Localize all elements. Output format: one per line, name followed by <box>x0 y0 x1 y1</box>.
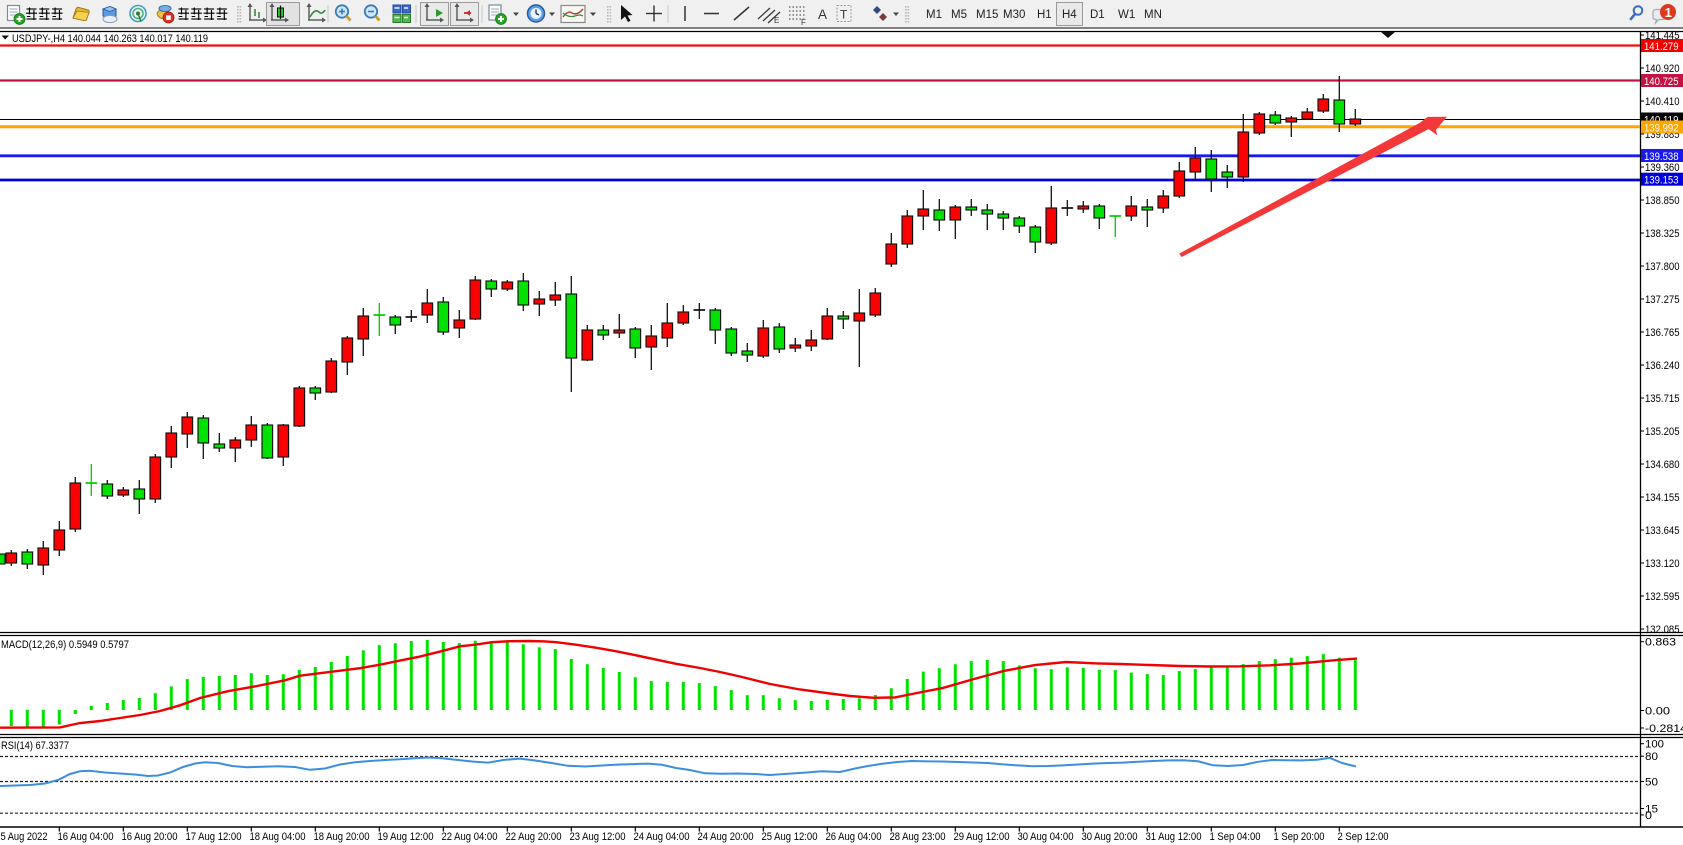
svg-text:140.410: 140.410 <box>1645 96 1680 108</box>
svg-text:132.085: 132.085 <box>1645 624 1680 636</box>
svg-text:136.240: 136.240 <box>1645 360 1680 372</box>
svg-text:24 Aug 20:00: 24 Aug 20:00 <box>698 831 754 843</box>
svg-text:133.120: 133.120 <box>1645 558 1680 570</box>
svg-text:M30: M30 <box>1003 9 1025 21</box>
svg-text:100: 100 <box>1645 739 1664 751</box>
svg-text:15: 15 <box>1645 804 1658 816</box>
svg-text:16 Aug 20:00: 16 Aug 20:00 <box>122 831 178 843</box>
svg-text:18 Aug 04:00: 18 Aug 04:00 <box>250 831 306 843</box>
svg-text:23 Aug 12:00: 23 Aug 12:00 <box>570 831 626 843</box>
svg-text:140.920: 140.920 <box>1645 63 1680 75</box>
svg-text:M1: M1 <box>926 9 942 21</box>
svg-text:134.155: 134.155 <box>1645 492 1680 504</box>
svg-text:138.325: 138.325 <box>1645 228 1680 240</box>
svg-text:140.725: 140.725 <box>1644 76 1679 88</box>
svg-text:139.992: 139.992 <box>1644 123 1679 135</box>
svg-text:1 Sep 04:00: 1 Sep 04:00 <box>1210 831 1261 843</box>
svg-text:M5: M5 <box>951 9 967 21</box>
svg-text:18 Aug 20:00: 18 Aug 20:00 <box>314 831 370 843</box>
svg-text:MN: MN <box>1144 9 1162 21</box>
svg-text:MACD(12,26,9) 0.5949 0.5797: MACD(12,26,9) 0.5949 0.5797 <box>1 639 129 651</box>
svg-text:1 Sep 20:00: 1 Sep 20:00 <box>1274 831 1325 843</box>
svg-text:80: 80 <box>1645 751 1658 763</box>
svg-text:135.205: 135.205 <box>1645 426 1680 438</box>
svg-text:0.00: 0.00 <box>1645 706 1670 718</box>
svg-text:29 Aug 12:00: 29 Aug 12:00 <box>954 831 1010 843</box>
svg-text:25 Aug 12:00: 25 Aug 12:00 <box>762 831 818 843</box>
svg-text:H4: H4 <box>1062 9 1077 21</box>
svg-text:E: E <box>774 16 779 25</box>
svg-text:135.715: 135.715 <box>1645 393 1680 405</box>
svg-text:H1: H1 <box>1037 9 1052 21</box>
svg-text:2 Sep 12:00: 2 Sep 12:00 <box>1338 831 1389 843</box>
svg-text:0.863: 0.863 <box>1645 637 1676 649</box>
svg-text:19 Aug 12:00: 19 Aug 12:00 <box>378 831 434 843</box>
svg-text:139.360: 139.360 <box>1645 162 1680 174</box>
svg-text:17 Aug 12:00: 17 Aug 12:00 <box>186 831 242 843</box>
svg-text:0: 0 <box>1645 810 1652 822</box>
svg-text:134.680: 134.680 <box>1645 459 1680 471</box>
svg-text:28 Aug 23:00: 28 Aug 23:00 <box>890 831 946 843</box>
svg-text:138.850: 138.850 <box>1645 195 1680 207</box>
svg-text:F: F <box>801 18 806 27</box>
svg-text:133.645: 133.645 <box>1645 525 1680 537</box>
svg-text:RSI(14) 67.3377: RSI(14) 67.3377 <box>1 740 69 752</box>
svg-text:30 Aug 20:00: 30 Aug 20:00 <box>1082 831 1138 843</box>
svg-text:A: A <box>818 7 827 22</box>
svg-text:M15: M15 <box>976 9 998 21</box>
svg-text:22 Aug 20:00: 22 Aug 20:00 <box>506 831 562 843</box>
svg-text:139.538: 139.538 <box>1644 151 1679 163</box>
svg-text:136.765: 136.765 <box>1645 327 1680 339</box>
svg-text:31 Aug 12:00: 31 Aug 12:00 <box>1146 831 1202 843</box>
svg-text:137.800: 137.800 <box>1645 261 1680 273</box>
svg-text:30 Aug 04:00: 30 Aug 04:00 <box>1018 831 1074 843</box>
svg-text:139.153: 139.153 <box>1644 175 1679 187</box>
svg-text:132.595: 132.595 <box>1645 591 1680 603</box>
svg-text:USDJPY-,H4 140.044 140.263 14: USDJPY-,H4 140.044 140.263 140.017 140.1… <box>12 33 208 45</box>
svg-text:22 Aug 04:00: 22 Aug 04:00 <box>442 831 498 843</box>
svg-text:24 Aug 04:00: 24 Aug 04:00 <box>634 831 690 843</box>
svg-text:141.279: 141.279 <box>1644 41 1679 53</box>
svg-text:-0.2814: -0.2814 <box>1645 723 1683 735</box>
svg-text:W1: W1 <box>1118 9 1135 21</box>
svg-text:5 Aug 2022: 5 Aug 2022 <box>1 831 48 843</box>
svg-text:137.275: 137.275 <box>1645 294 1680 306</box>
svg-text:T: T <box>840 8 848 22</box>
svg-text:1: 1 <box>1665 5 1672 20</box>
svg-text:26 Aug 04:00: 26 Aug 04:00 <box>826 831 882 843</box>
svg-text:50: 50 <box>1645 777 1658 789</box>
svg-text:D1: D1 <box>1090 9 1105 21</box>
svg-text:16 Aug 04:00: 16 Aug 04:00 <box>58 831 114 843</box>
